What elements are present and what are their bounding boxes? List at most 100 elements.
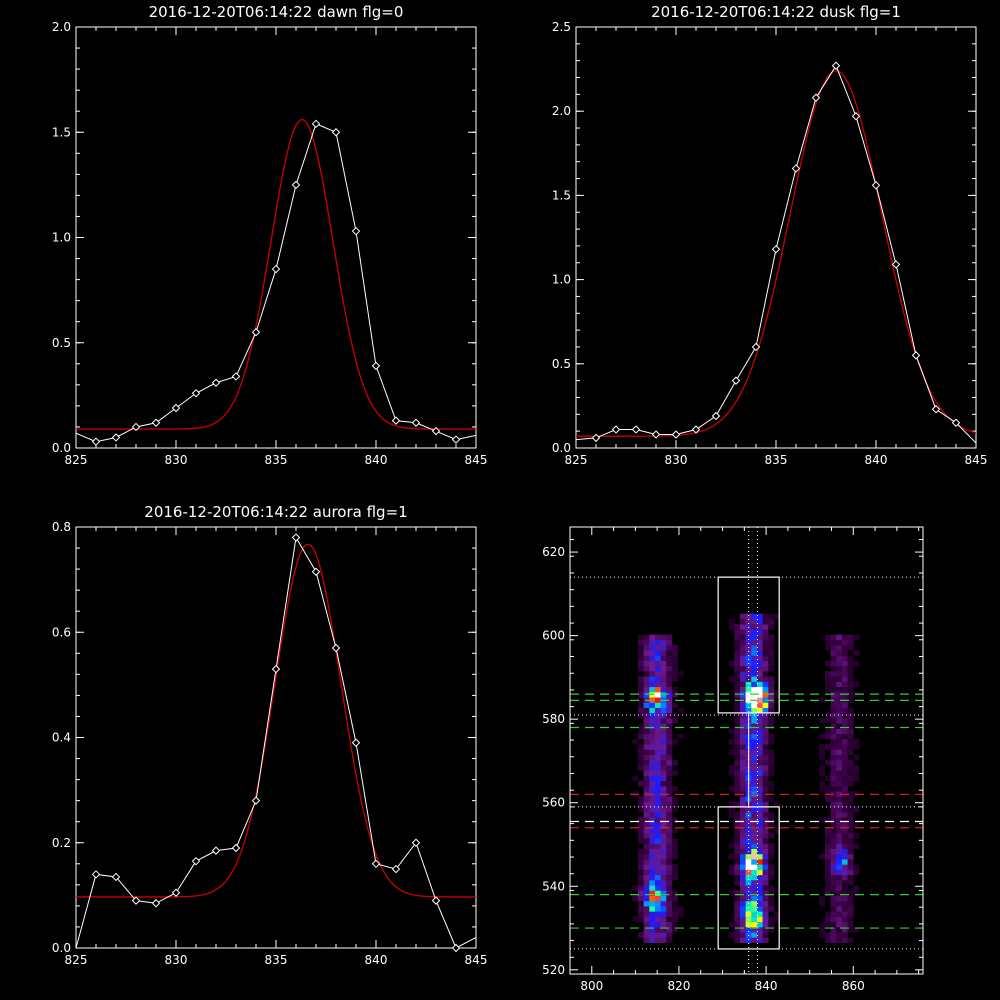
heatmap-cell — [745, 927, 752, 933]
heatmap-cell — [654, 796, 661, 802]
heatmap-cell — [830, 723, 837, 729]
heatmap-cell — [637, 833, 644, 839]
heatmap-cell — [853, 634, 860, 641]
heatmap-cell — [666, 744, 673, 750]
heatmap-cell — [649, 733, 656, 740]
heatmap-cell — [768, 864, 775, 870]
heatmap-cell — [734, 916, 741, 923]
heatmap-cell — [643, 874, 650, 881]
heatmap-cell — [847, 707, 854, 714]
heatmap-cell — [739, 686, 746, 693]
heatmap-cell — [734, 770, 741, 776]
heatmap-cell — [751, 613, 758, 620]
heatmap-cell — [836, 817, 843, 823]
heatmap-cell — [756, 639, 763, 646]
heatmap-cell — [739, 645, 746, 651]
heatmap-cell — [841, 707, 848, 714]
heatmap-cell — [739, 765, 746, 771]
heatmap-cell — [671, 921, 678, 928]
data-point — [251, 328, 261, 337]
heatmap-cell — [773, 613, 780, 620]
heatmap-cell — [853, 754, 860, 761]
heatmap-cell — [756, 874, 763, 881]
heatmap-cell — [643, 822, 650, 829]
heatmap-cell — [734, 645, 741, 651]
heatmap-cell — [666, 848, 673, 855]
heatmap-cell — [637, 848, 644, 855]
heatmap-cell — [637, 838, 644, 844]
heatmap-cell — [649, 900, 656, 907]
heatmap-cell — [739, 916, 746, 923]
heatmap-cell — [768, 900, 775, 907]
heatmap-cell — [836, 848, 843, 855]
heatmap-cell — [756, 796, 763, 802]
y-tick-label: 0.5 — [552, 357, 571, 371]
heatmap-cell — [637, 864, 644, 870]
heatmap-cell — [666, 859, 673, 865]
heatmap-cell — [756, 671, 763, 677]
heatmap-cell — [654, 853, 661, 860]
heatmap-cell — [734, 733, 741, 740]
heatmap-cell — [762, 890, 769, 896]
heatmap-cell — [824, 874, 831, 881]
heatmap-cell — [739, 692, 746, 698]
heatmap-cell — [660, 827, 667, 834]
heatmap-cell — [660, 665, 667, 672]
heatmap-cell — [830, 676, 837, 682]
heatmap-cell — [847, 765, 854, 771]
heatmap-cell — [762, 911, 769, 917]
heatmap-cell — [819, 770, 826, 776]
heatmap-cell — [836, 671, 843, 677]
heatmap-cell — [830, 827, 837, 834]
heatmap-cell — [847, 681, 854, 688]
heatmap-cell — [643, 843, 650, 849]
heatmap-cell — [649, 911, 656, 917]
heatmap-cell — [847, 676, 854, 682]
heatmap-cell — [756, 838, 763, 844]
heatmap-cell — [660, 927, 667, 933]
heatmap-cell — [756, 754, 763, 761]
data-point — [891, 260, 901, 269]
heatmap-cell — [734, 650, 741, 656]
heatmap-cell — [660, 890, 667, 896]
heatmap-cell — [671, 650, 678, 656]
heatmap-cell — [762, 806, 769, 813]
heatmap-cell — [654, 927, 661, 933]
heatmap-cell — [637, 733, 644, 740]
heatmap-cell — [762, 927, 769, 933]
heatmap-cell — [751, 848, 758, 855]
heatmap-cell — [671, 900, 678, 907]
heatmap-cell — [768, 681, 775, 688]
heatmap-cell — [751, 880, 758, 886]
data-point — [371, 361, 381, 371]
heatmap-cell — [762, 676, 769, 682]
heatmap-cell — [853, 692, 860, 698]
heatmap-cell — [756, 655, 763, 661]
heatmap-cell — [654, 833, 661, 839]
heatmap-cell — [637, 822, 644, 829]
heatmap-cell — [830, 895, 837, 902]
heatmap-cell — [768, 921, 775, 928]
heatmap-cell — [739, 676, 746, 682]
heatmap-cell — [728, 806, 735, 813]
heatmap-cell — [671, 890, 678, 896]
heatmap-cell — [739, 859, 746, 865]
heatmap-cell — [637, 712, 644, 719]
x-tick-label: 825 — [65, 953, 88, 967]
heatmap-cell — [660, 806, 667, 813]
heatmap-cell — [847, 906, 854, 912]
heatmap-cell — [671, 660, 678, 667]
heatmap-cell — [756, 692, 763, 698]
heatmap-cell — [654, 744, 661, 750]
heatmap-cell — [643, 932, 650, 938]
heatmap-cell — [637, 890, 644, 896]
heatmap-cell — [847, 838, 854, 844]
heatmap-cell — [734, 655, 741, 661]
heatmap-cell — [739, 806, 746, 813]
heatmap-cell — [643, 890, 650, 896]
heatmap-cell — [819, 853, 826, 860]
heatmap-cell — [847, 733, 854, 740]
heatmap-cell — [654, 728, 661, 735]
heatmap-cell — [847, 859, 854, 865]
heatmap-cell — [643, 645, 650, 651]
